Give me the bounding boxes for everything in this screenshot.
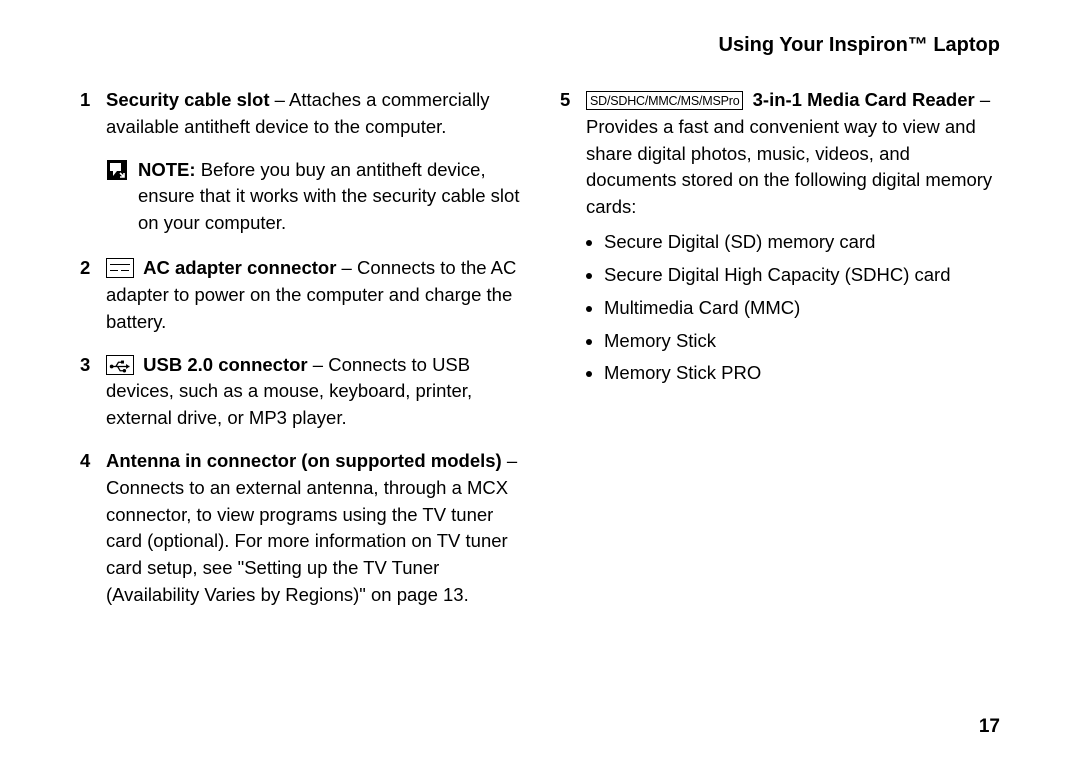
list-bullet: Multimedia Card (MMC) — [604, 295, 1000, 322]
item-number: 5 — [560, 87, 586, 393]
document-page: Using Your Inspiron™ Laptop 1 Security c… — [0, 0, 1080, 766]
usb-icon — [106, 355, 134, 375]
item-number: 1 — [80, 87, 106, 141]
list-item: 1 Security cable slot – Attaches a comme… — [80, 87, 520, 141]
ac-adapter-icon — [106, 258, 134, 278]
item-title: AC adapter connector — [143, 257, 336, 278]
left-column: 1 Security cable slot – Attaches a comme… — [80, 87, 520, 625]
right-column: 5 SD/SDHC/MMC/MS/MSPro 3-in-1 Media Card… — [560, 87, 1000, 625]
media-card-label-box: SD/SDHC/MMC/MS/MSPro — [586, 91, 743, 110]
item-body: USB 2.0 connector – Connects to USB devi… — [106, 352, 520, 432]
item-body: SD/SDHC/MMC/MS/MSPro 3-in-1 Media Card R… — [586, 87, 1000, 393]
item-body: AC adapter connector – Connects to the A… — [106, 255, 520, 335]
list-item: 2 AC adapter connector – Connects to the… — [80, 255, 520, 335]
note-icon — [106, 159, 128, 181]
content-columns: 1 Security cable slot – Attaches a comme… — [80, 87, 1000, 625]
note-text-wrap: NOTE: Before you buy an antitheft device… — [138, 157, 520, 237]
note-block: NOTE: Before you buy an antitheft device… — [106, 157, 520, 237]
note-label: NOTE: — [138, 159, 196, 180]
list-bullet: Memory Stick — [604, 328, 1000, 355]
page-header: Using Your Inspiron™ Laptop — [80, 34, 1000, 57]
list-item: 4 Antenna in connector (on supported mod… — [80, 448, 520, 609]
item-body: Antenna in connector (on supported model… — [106, 448, 520, 609]
list-item: 5 SD/SDHC/MMC/MS/MSPro 3-in-1 Media Card… — [560, 87, 1000, 393]
note-text: Before you buy an antitheft device, ensu… — [138, 159, 519, 234]
item-title: Antenna in connector (on supported model… — [106, 450, 502, 471]
item-body: Security cable slot – Attaches a commerc… — [106, 87, 520, 141]
memory-card-list: Secure Digital (SD) memory card Secure D… — [586, 229, 1000, 387]
item-number: 3 — [80, 352, 106, 432]
item-number: 2 — [80, 255, 106, 335]
list-bullet: Secure Digital (SD) memory card — [604, 229, 1000, 256]
item-title: Security cable slot — [106, 89, 269, 110]
page-number: 17 — [979, 716, 1000, 738]
list-bullet: Memory Stick PRO — [604, 360, 1000, 387]
item-desc: – Connects to an external antenna, throu… — [106, 450, 517, 605]
list-item: 3 USB 2.0 connector – Connec — [80, 352, 520, 432]
item-title: USB 2.0 connector — [143, 354, 308, 375]
list-bullet: Secure Digital High Capacity (SDHC) card — [604, 262, 1000, 289]
item-title: 3-in-1 Media Card Reader — [753, 89, 975, 110]
item-number: 4 — [80, 448, 106, 609]
